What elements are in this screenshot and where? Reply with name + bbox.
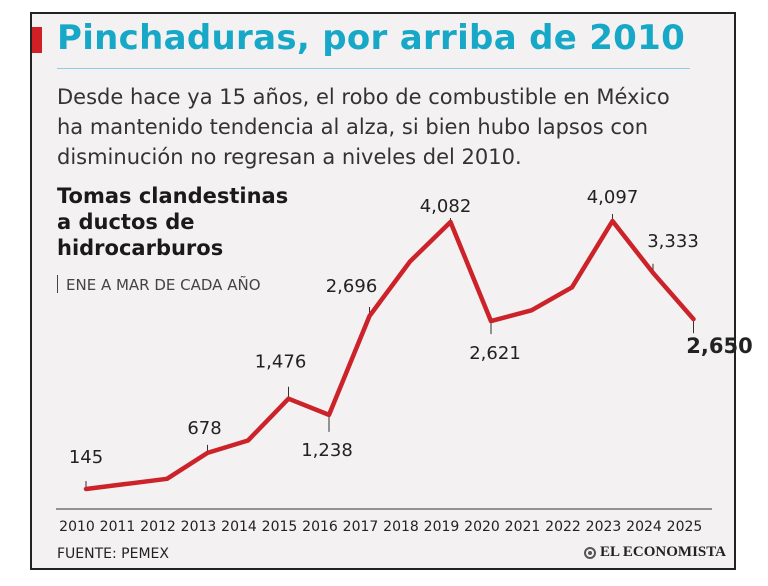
chart-note: ENE A MAR DE CADA AÑO	[57, 275, 261, 294]
x-tick-label: 2011	[100, 519, 136, 535]
title-accent-bar	[32, 27, 42, 53]
x-tick-label: 2012	[140, 519, 176, 535]
x-tick-label: 2013	[181, 519, 217, 535]
series-line	[83, 218, 696, 492]
x-tick-label: 2025	[667, 519, 703, 535]
x-tick-label: 2014	[221, 519, 257, 535]
x-tick-label: 2024	[626, 519, 662, 535]
data-label: 4,097	[587, 187, 639, 208]
source-note: FUENTE: PEMEX	[57, 546, 169, 562]
note-bar	[57, 275, 58, 293]
page-title: Pinchaduras, por arriba de 2010	[57, 18, 686, 58]
data-label: 2,696	[326, 276, 378, 297]
x-tick-label: 2020	[464, 519, 500, 535]
x-tick-label: 2022	[545, 519, 581, 535]
data-label: 2,650	[686, 334, 752, 358]
data-label: 678	[187, 418, 221, 439]
brand-icon	[584, 546, 596, 559]
data-label: 145	[69, 447, 103, 468]
brand-name: EL ECONOMISTA	[600, 544, 726, 560]
x-tick-label: 2015	[262, 519, 298, 535]
x-tick-label: 2018	[383, 519, 419, 535]
infographic-frame	[30, 12, 736, 570]
data-label: 1,238	[301, 440, 353, 461]
data-label: 1,476	[255, 352, 307, 373]
brand-logo: EL ECONOMISTA	[584, 544, 726, 561]
x-tick-label: 2017	[343, 519, 379, 535]
data-label: 4,082	[420, 196, 472, 217]
chart-note-text: ENE A MAR DE CADA AÑO	[66, 276, 261, 294]
page-subtitle: Desde hace ya 15 años, el robo de combus…	[57, 85, 670, 169]
x-tick-label: 2016	[302, 519, 338, 535]
x-tick-label: 2010	[59, 519, 95, 535]
title-divider	[57, 68, 690, 69]
x-tick-label: 2019	[424, 519, 460, 535]
x-tick-label: 2021	[505, 519, 541, 535]
x-tick-label: 2023	[586, 519, 622, 535]
data-label: 2,621	[469, 343, 521, 364]
data-label: 3,333	[647, 231, 699, 252]
chart-title: Tomas clandestinas a ductos de hidrocarb…	[57, 184, 289, 260]
